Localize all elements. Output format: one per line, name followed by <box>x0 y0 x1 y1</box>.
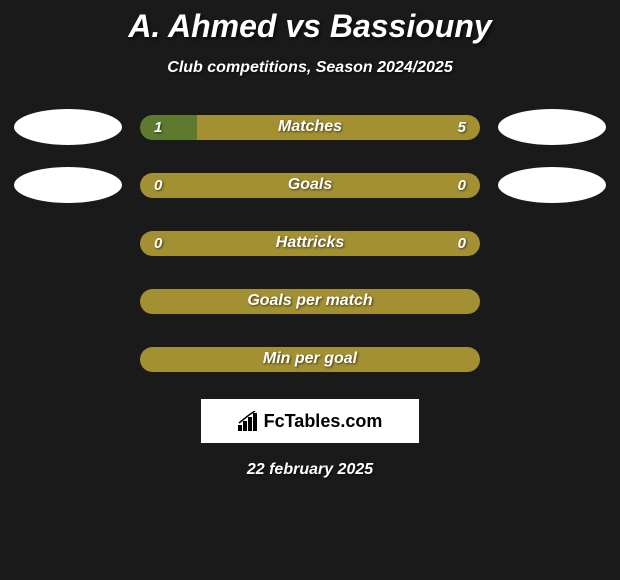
stat-right-value: 0 <box>458 177 466 194</box>
stat-bar: Goals per match <box>140 289 480 314</box>
comparison-infographic: A. Ahmed vs Bassiouny Club competitions,… <box>0 0 620 479</box>
left-player-marker <box>14 167 122 203</box>
stat-row: 0 0 Goals <box>0 167 620 203</box>
page-title: A. Ahmed vs Bassiouny <box>0 8 620 45</box>
stat-label: Goals per match <box>247 292 372 310</box>
date-text: 22 february 2025 <box>0 461 620 479</box>
brand-box: FcTables.com <box>201 399 419 443</box>
right-player-marker <box>498 167 606 203</box>
right-player-marker <box>498 225 606 261</box>
left-player-marker <box>14 109 122 145</box>
stats-list: 1 5 Matches 0 0 Goals 0 0 Hattricks Goals per mat… <box>0 109 620 377</box>
stat-row: Goals per match <box>0 283 620 319</box>
stat-row: Min per goal <box>0 341 620 377</box>
stat-row: 0 0 Hattricks <box>0 225 620 261</box>
left-player-marker <box>14 283 122 319</box>
left-player-marker <box>14 341 122 377</box>
brand-text: FcTables.com <box>264 411 383 432</box>
stat-right-value: 0 <box>458 235 466 252</box>
stat-bar: 0 0 Goals <box>140 173 480 198</box>
stat-label: Min per goal <box>263 350 357 368</box>
right-player-marker <box>498 109 606 145</box>
stat-left-value: 1 <box>154 119 162 136</box>
left-player-marker <box>14 225 122 261</box>
bar-chart-icon <box>238 411 260 431</box>
right-player-marker <box>498 283 606 319</box>
stat-left-value: 0 <box>154 235 162 252</box>
stat-left-value: 0 <box>154 177 162 194</box>
stat-label: Matches <box>278 118 342 136</box>
stat-label: Goals <box>288 176 332 194</box>
stat-right-value: 5 <box>458 119 466 136</box>
subtitle: Club competitions, Season 2024/2025 <box>0 59 620 77</box>
stat-bar: 0 0 Hattricks <box>140 231 480 256</box>
stat-bar: 1 5 Matches <box>140 115 480 140</box>
stat-label: Hattricks <box>276 234 344 252</box>
right-player-marker <box>498 341 606 377</box>
stat-bar: Min per goal <box>140 347 480 372</box>
stat-row: 1 5 Matches <box>0 109 620 145</box>
